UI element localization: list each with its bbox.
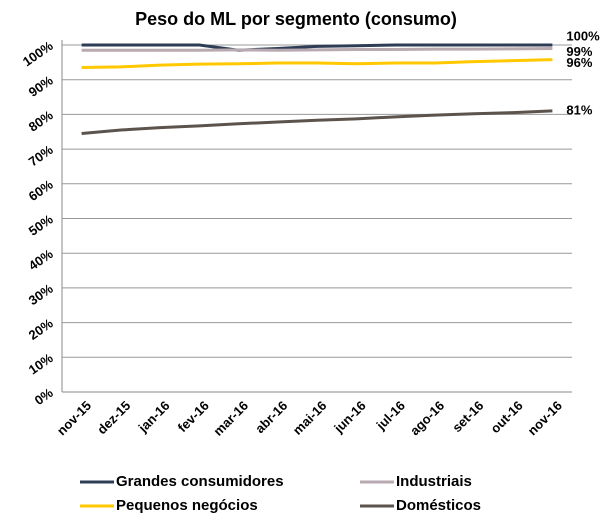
x-tick-label: jun-16 [330, 398, 368, 436]
y-tick-label: 50% [26, 211, 56, 238]
y-tick-label: 40% [26, 246, 56, 273]
series-line [81, 46, 553, 52]
x-tick-label: fev-16 [175, 398, 212, 435]
legend-label: Pequenos negócios [116, 497, 258, 514]
x-tick-label: dez-15 [94, 398, 133, 437]
x-tick-label: out-16 [488, 398, 526, 436]
x-tick-label: ago-16 [407, 398, 447, 438]
y-tick-label: 20% [26, 315, 56, 342]
x-tick-label: abr-16 [252, 398, 290, 436]
data-label: 99% [566, 44, 592, 59]
x-tick-label: nov-15 [54, 398, 94, 438]
series-line [81, 43, 553, 52]
y-tick-label: 70% [26, 142, 56, 169]
data-label: 96% [566, 55, 592, 70]
chart-title: Peso do ML por segmento (consumo) [135, 9, 457, 29]
y-tick-label: 80% [26, 107, 56, 134]
x-tick-label: nov-16 [525, 398, 565, 438]
y-tick-label: 100% [20, 38, 56, 70]
x-tick-label: jul-16 [373, 398, 408, 433]
legend-label: Domésticos [396, 497, 481, 514]
series-line [81, 109, 553, 135]
data-label: 100% [566, 28, 600, 43]
x-tick-label: mar-16 [210, 398, 251, 439]
series-line [81, 58, 553, 70]
y-tick-label: 60% [26, 177, 56, 204]
y-tick-label: 90% [26, 72, 56, 99]
data-label: 81% [566, 102, 592, 117]
x-tick-label: jan-16 [135, 398, 173, 436]
legend-label: Grandes consumidores [116, 473, 284, 490]
x-tick-label: mai-16 [290, 398, 330, 438]
y-tick-label: 30% [26, 281, 56, 308]
legend-label: Industriais [396, 473, 472, 490]
x-tick-label: set-16 [449, 398, 486, 435]
y-tick-label: 0% [32, 385, 56, 408]
y-tick-label: 10% [26, 350, 56, 377]
